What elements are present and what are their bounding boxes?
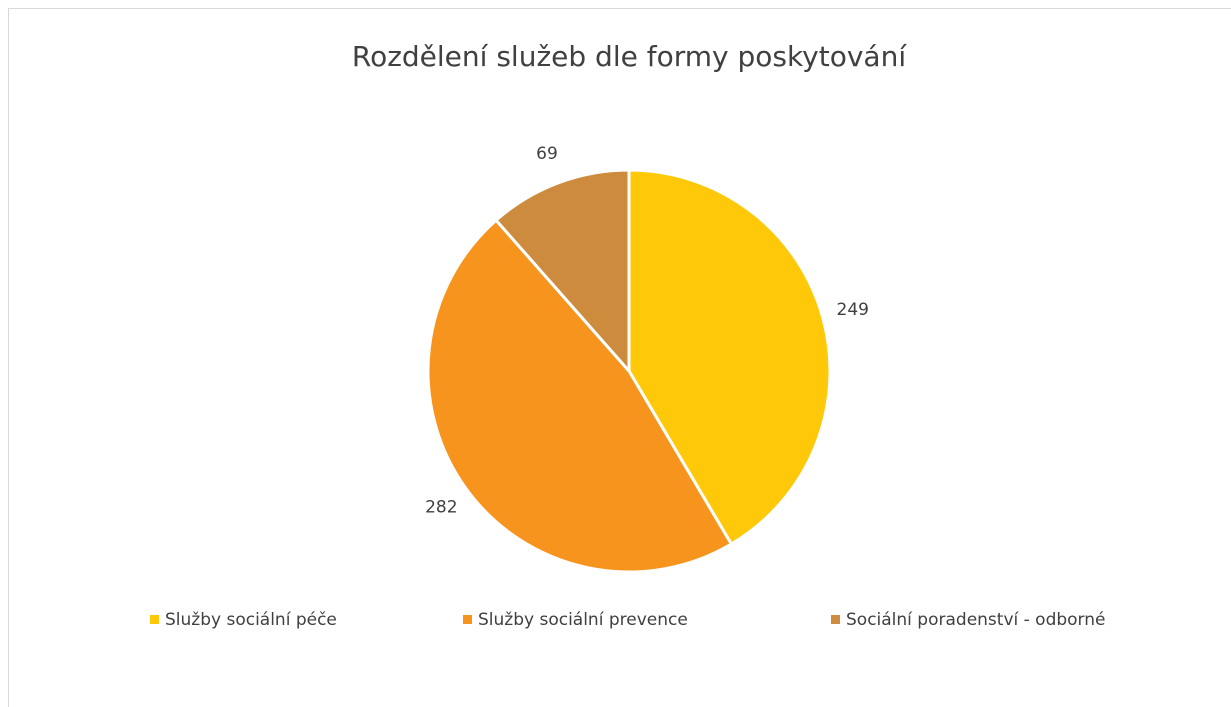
data-label: 69	[536, 144, 558, 164]
pie-slice	[493, 168, 631, 375]
data-label: 282	[425, 497, 457, 517]
legend-swatch	[463, 615, 472, 624]
legend-label: Sociální poradenství - odborné	[846, 610, 1105, 630]
pie-slice	[627, 168, 832, 547]
pie-slice	[426, 218, 734, 574]
chart-title: Rozdělení služeb dle formy poskytování	[352, 40, 907, 73]
legend-label: Služby sociální prevence	[478, 610, 688, 630]
legend-swatch	[831, 615, 840, 624]
legend-label: Služby sociální péče	[165, 610, 337, 630]
data-label: 249	[837, 300, 869, 320]
legend-swatch	[150, 615, 159, 624]
